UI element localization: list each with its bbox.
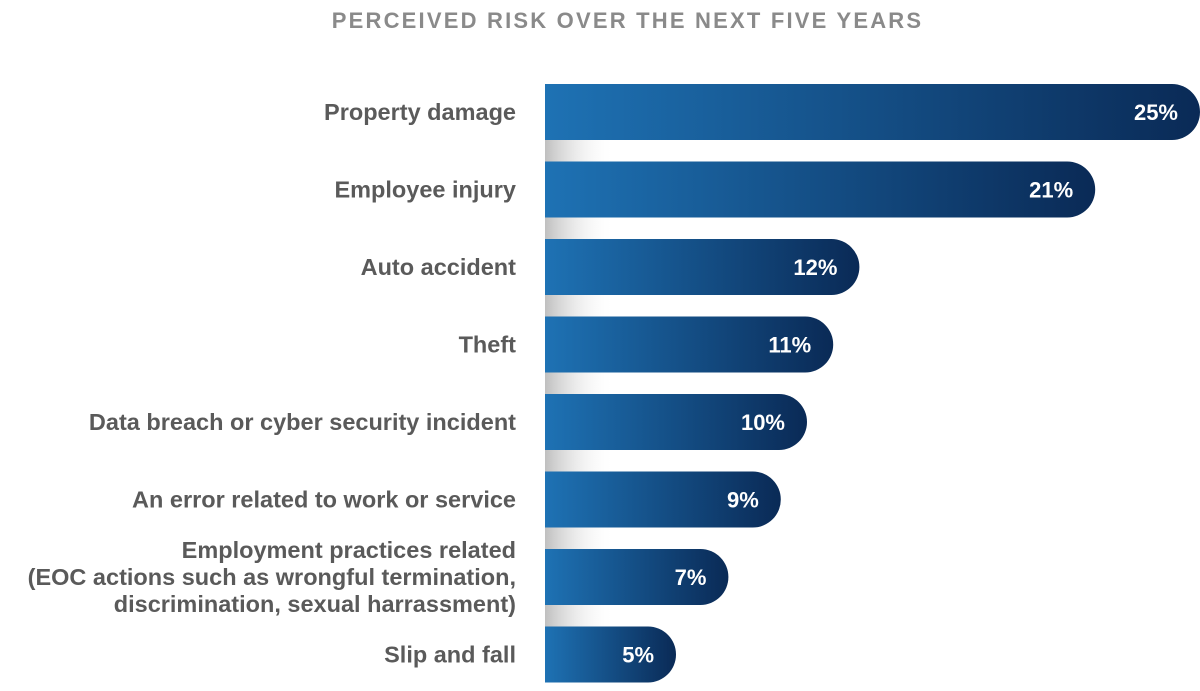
category-label-line: Employment practices related (182, 537, 516, 563)
category-label-line: Employee injury (334, 177, 516, 203)
category-label-line: (EOC actions such as wrongful terminatio… (28, 564, 516, 590)
bar (545, 84, 1200, 140)
category-label: An error related to work or service (132, 487, 516, 513)
bar-value-label: 11% (768, 333, 811, 358)
category-label: Employment practices related (EOC actions… (28, 537, 516, 617)
bar-shadow (545, 372, 615, 394)
bar (545, 549, 729, 605)
category-label-line: discrimination, sexual harrassment) (114, 591, 516, 617)
category-label-line: Auto accident (361, 254, 517, 280)
category-label-line: An error related to work or service (132, 487, 516, 513)
category-label-line: Data breach or cyber security incident (89, 409, 516, 435)
category-label-line: Slip and fall (384, 642, 516, 668)
category-label: Data breach or cyber security incident (89, 409, 516, 435)
bar-shadow (545, 450, 615, 472)
bar-value-label: 25% (1134, 100, 1178, 125)
bar (545, 239, 860, 295)
bar-shadow (545, 527, 615, 549)
category-label-line: Theft (459, 332, 517, 358)
bar (545, 471, 781, 528)
bar (545, 394, 807, 450)
category-label: Slip and fall (384, 642, 516, 668)
bar (545, 161, 1096, 218)
chart-title: PERCEIVED RISK OVER THE NEXT FIVE YEARS (331, 8, 924, 33)
bar-value-label: 21% (1029, 178, 1073, 203)
bar-value-label: 7% (675, 565, 707, 590)
bar-shadow (545, 605, 615, 627)
bar-shadow (545, 217, 615, 239)
bar-shadow (545, 295, 615, 317)
category-label: Employee injury (334, 177, 516, 203)
bar-value-label: 12% (793, 255, 837, 280)
category-label: Theft (459, 332, 517, 358)
bar-value-label: 9% (727, 488, 759, 513)
category-label: Auto accident (361, 254, 517, 280)
category-label-line: Property damage (324, 99, 516, 125)
bar (545, 626, 677, 683)
bar (545, 316, 834, 373)
category-label: Property damage (324, 99, 516, 125)
bar-shadow (545, 140, 615, 162)
bar-value-label: 10% (741, 410, 785, 435)
bar-value-label: 5% (622, 643, 654, 668)
